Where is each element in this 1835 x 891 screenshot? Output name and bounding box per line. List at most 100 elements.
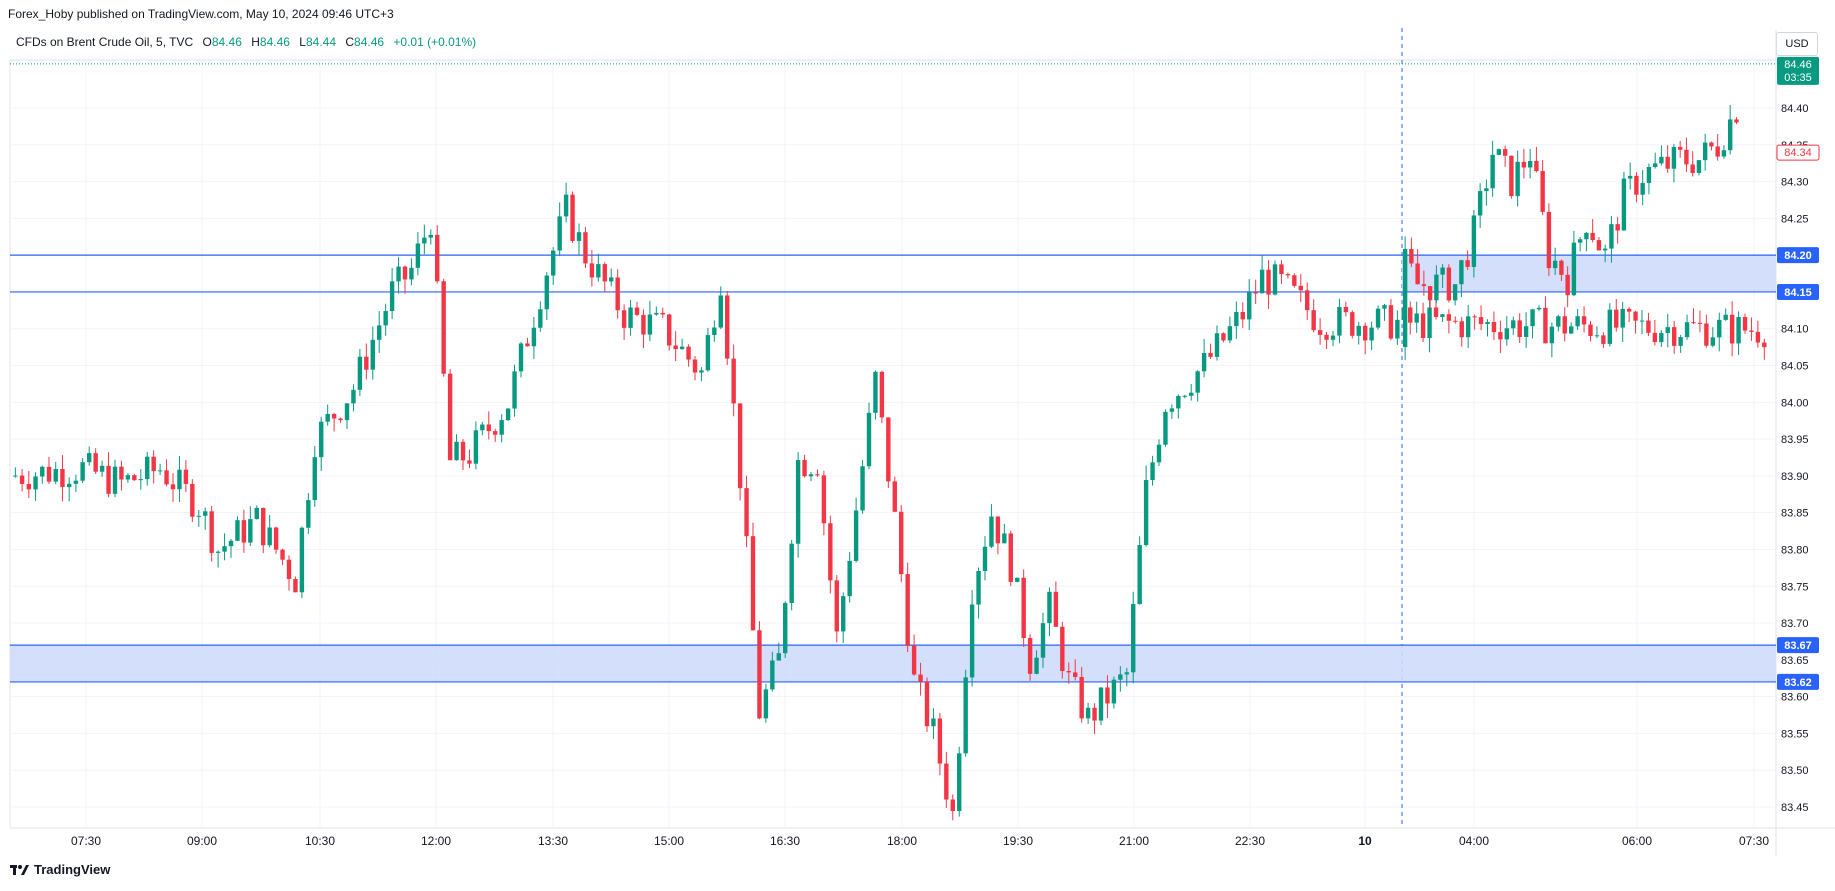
candle-body xyxy=(1330,335,1336,340)
candle xyxy=(1247,279,1252,330)
candle-body xyxy=(112,466,118,494)
candle-body xyxy=(1721,150,1727,157)
candle xyxy=(1559,259,1564,282)
candle xyxy=(718,286,723,329)
candle xyxy=(1677,141,1683,158)
candle xyxy=(1124,667,1129,687)
candle-body xyxy=(982,546,988,572)
countdown-label: 03:35 xyxy=(1784,72,1812,84)
candle xyxy=(1311,299,1316,333)
candle-body xyxy=(937,718,943,764)
candle-body xyxy=(1034,657,1039,674)
candle xyxy=(1375,305,1381,330)
candle xyxy=(331,412,337,432)
candle-body xyxy=(170,484,176,490)
candle-body xyxy=(493,431,498,435)
candle-body xyxy=(1427,307,1432,339)
candle-body xyxy=(312,457,317,501)
candle xyxy=(138,469,143,490)
candle-body xyxy=(1684,322,1690,338)
candle-body xyxy=(1562,316,1567,334)
candle xyxy=(860,460,865,514)
candle xyxy=(73,474,79,492)
candle-body xyxy=(1015,577,1020,582)
y-tick-label: 83.45 xyxy=(1781,802,1809,814)
candle-body xyxy=(1517,320,1522,338)
candle xyxy=(1729,301,1735,357)
candle-body xyxy=(1633,311,1638,321)
candle-body xyxy=(589,263,595,278)
symbol-name[interactable]: CFDs on Brent Crude Oil, 5, TVC xyxy=(16,35,194,49)
candle-body xyxy=(1427,286,1433,301)
candle-body xyxy=(847,560,852,597)
candle xyxy=(628,299,633,336)
candle xyxy=(1615,217,1620,244)
candle-body xyxy=(454,441,459,461)
candle-body xyxy=(1588,324,1593,337)
candle-body xyxy=(1565,274,1570,296)
candle-body xyxy=(1343,306,1349,313)
candle xyxy=(19,469,25,492)
currency-button[interactable]: USD xyxy=(1776,32,1818,56)
candle xyxy=(667,313,672,351)
x-tick-label: 22:30 xyxy=(1235,834,1265,848)
x-tick-label: 09:00 xyxy=(187,834,217,848)
candle-body xyxy=(1762,342,1767,348)
candle-body xyxy=(1742,317,1748,331)
candle-body xyxy=(660,312,665,315)
candle-body xyxy=(1504,328,1510,340)
candle xyxy=(87,446,92,466)
candle-body xyxy=(267,527,272,546)
candle xyxy=(1305,282,1310,321)
candle-body xyxy=(364,356,369,370)
candle-body xyxy=(989,516,994,547)
candle xyxy=(647,300,653,342)
candle-body xyxy=(1452,284,1458,301)
candle xyxy=(1601,332,1606,348)
candle-body xyxy=(138,479,143,481)
candle xyxy=(821,470,827,536)
candle-body xyxy=(712,327,717,336)
x-tick-label: 04:00 xyxy=(1459,834,1489,848)
candle xyxy=(1369,321,1374,351)
candle-body xyxy=(1279,264,1284,275)
candle-body xyxy=(370,339,375,370)
candle xyxy=(1556,314,1561,332)
candle-body xyxy=(338,418,343,421)
candle-body xyxy=(377,325,382,340)
candle xyxy=(609,268,614,287)
candle xyxy=(1571,230,1577,297)
candle xyxy=(312,446,317,507)
candle-body xyxy=(1527,160,1533,168)
candle xyxy=(1395,310,1400,345)
candle-body xyxy=(1201,353,1207,372)
candle xyxy=(815,469,820,477)
candle xyxy=(1079,667,1084,723)
candle-body xyxy=(1634,175,1639,195)
candle xyxy=(1543,296,1548,344)
x-tick-label: 16:30 xyxy=(770,834,800,848)
candle xyxy=(1568,322,1574,335)
candle xyxy=(750,522,756,631)
candle-body xyxy=(13,475,18,477)
zone-price-tag xyxy=(1777,673,1819,690)
candle xyxy=(1727,105,1733,155)
candle-body xyxy=(1266,269,1271,295)
candle-body xyxy=(125,475,131,480)
candle-body xyxy=(1409,248,1414,264)
candle xyxy=(145,451,150,486)
candle xyxy=(1427,298,1432,353)
candle-body xyxy=(531,327,537,347)
candle-body xyxy=(1105,687,1110,704)
candle xyxy=(1596,237,1602,251)
candle-body xyxy=(1602,248,1608,251)
candle-body xyxy=(60,468,65,488)
candle-body xyxy=(157,470,163,472)
candle xyxy=(357,348,363,397)
candle-body xyxy=(1471,215,1477,267)
candle-body xyxy=(473,430,479,464)
candle xyxy=(1633,310,1638,334)
candle-body xyxy=(1556,316,1561,327)
candle xyxy=(1382,303,1387,321)
